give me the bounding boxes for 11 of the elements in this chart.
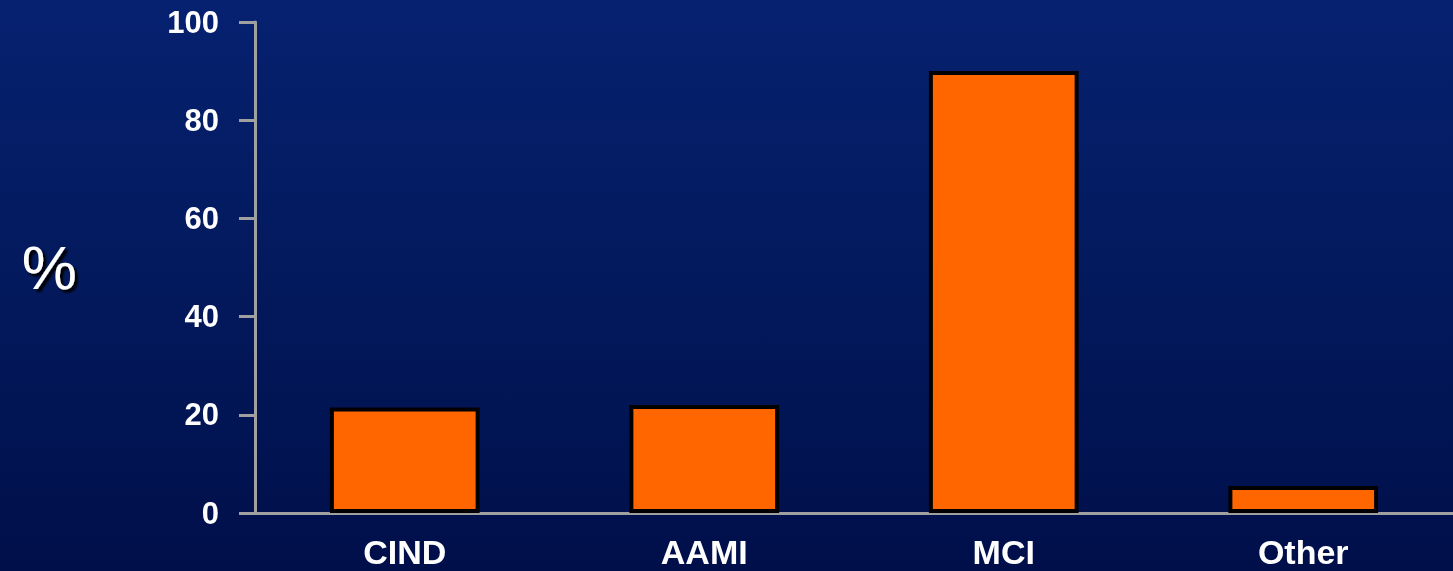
y-tick-label: 20 — [184, 397, 219, 433]
y-tick-label: 60 — [184, 200, 219, 236]
x-tick-label: CIND — [363, 533, 447, 571]
y-axis-title: % — [21, 233, 77, 302]
y-tick-label: 80 — [184, 102, 219, 138]
y-tick-label: 100 — [167, 4, 219, 40]
x-tick-label: AAMI — [660, 533, 748, 571]
x-tick-label: Other — [1257, 533, 1349, 571]
x-tick-label: MCI — [972, 533, 1035, 571]
y-tick-label: 0 — [201, 495, 219, 531]
y-tick-label: 40 — [184, 299, 219, 335]
